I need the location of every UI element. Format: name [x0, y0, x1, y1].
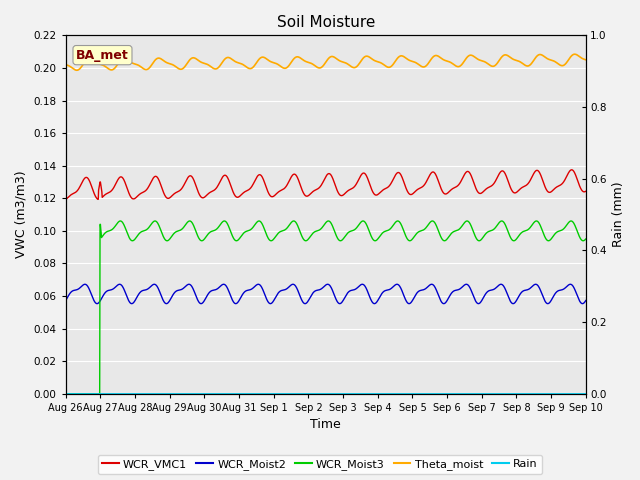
X-axis label: Time: Time: [310, 419, 341, 432]
WCR_Moist3: [62, 391, 70, 396]
WCR_VMC1: [406, 192, 414, 197]
Theta_moist: [165, 60, 173, 66]
WCR_Moist3: [221, 218, 228, 224]
Rain: [177, 391, 185, 396]
WCR_Moist3: [520, 228, 528, 234]
WCR_Moist2: [582, 298, 589, 303]
Theta_moist: [73, 67, 81, 73]
Rain: [520, 391, 528, 396]
WCR_VMC1: [236, 193, 243, 199]
WCR_VMC1: [582, 189, 589, 194]
WCR_Moist2: [475, 301, 483, 307]
Line: WCR_VMC1: WCR_VMC1: [66, 170, 586, 199]
Rain: [406, 391, 414, 396]
Line: WCR_Moist2: WCR_Moist2: [66, 284, 586, 304]
WCR_VMC1: [568, 167, 575, 173]
WCR_Moist2: [475, 301, 483, 307]
WCR_Moist2: [177, 287, 185, 292]
Rain: [474, 391, 482, 396]
WCR_Moist2: [236, 296, 244, 302]
Rain: [165, 391, 173, 396]
Legend: WCR_VMC1, WCR_Moist2, WCR_Moist3, Theta_moist, Rain: WCR_VMC1, WCR_Moist2, WCR_Moist3, Theta_…: [97, 455, 543, 474]
Theta_moist: [571, 51, 579, 57]
Y-axis label: VWC (m3/m3): VWC (m3/m3): [15, 171, 28, 258]
Theta_moist: [178, 66, 186, 72]
Theta_moist: [520, 62, 528, 68]
Theta_moist: [236, 60, 244, 66]
WCR_Moist2: [521, 288, 529, 293]
WCR_VMC1: [520, 184, 528, 190]
WCR_Moist3: [582, 236, 589, 242]
Title: Soil Moisture: Soil Moisture: [276, 15, 375, 30]
Theta_moist: [475, 57, 483, 62]
Text: BA_met: BA_met: [76, 48, 129, 61]
WCR_VMC1: [62, 196, 70, 202]
Rain: [236, 391, 243, 396]
WCR_Moist3: [165, 237, 173, 243]
WCR_Moist2: [220, 281, 227, 287]
WCR_Moist3: [475, 238, 483, 243]
Theta_moist: [406, 58, 414, 64]
WCR_Moist2: [62, 298, 70, 303]
WCR_Moist3: [177, 227, 185, 232]
Rain: [582, 391, 589, 396]
WCR_VMC1: [177, 186, 185, 192]
Line: WCR_Moist3: WCR_Moist3: [66, 221, 586, 394]
WCR_VMC1: [165, 195, 173, 201]
WCR_Moist2: [406, 300, 414, 306]
WCR_Moist3: [236, 235, 244, 241]
Theta_moist: [582, 57, 589, 63]
WCR_Moist2: [165, 299, 173, 305]
Theta_moist: [62, 62, 70, 68]
Rain: [62, 391, 70, 396]
Y-axis label: Rain (mm): Rain (mm): [612, 182, 625, 247]
WCR_VMC1: [474, 190, 482, 195]
WCR_Moist3: [406, 238, 414, 243]
Line: Theta_moist: Theta_moist: [66, 54, 586, 70]
